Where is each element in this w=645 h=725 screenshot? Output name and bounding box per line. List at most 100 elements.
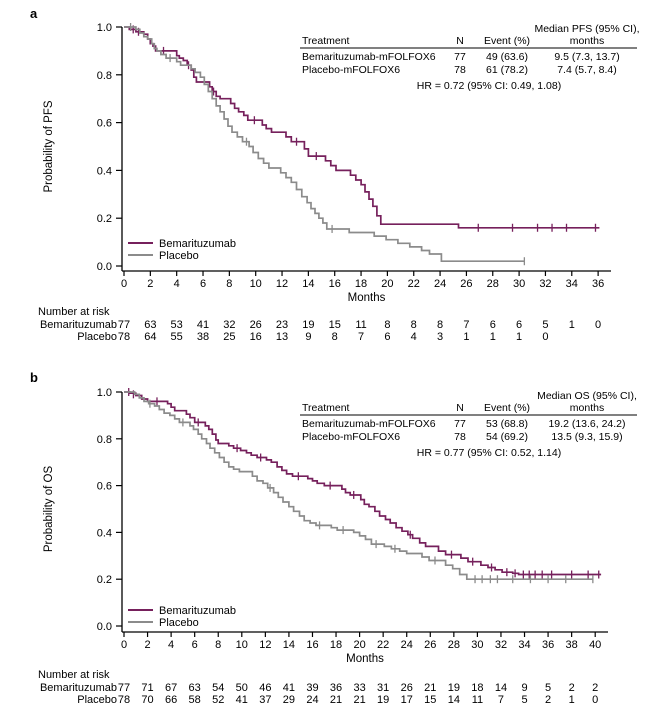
number-at-risk-value: 13 bbox=[276, 331, 288, 343]
number-at-risk-value: 15 bbox=[329, 319, 341, 331]
number-at-risk-value: 0 bbox=[542, 331, 548, 343]
number-at-risk-value: 1 bbox=[463, 331, 469, 343]
legend-label: Bemarituzumab bbox=[159, 605, 236, 617]
x-tick-label: 34 bbox=[566, 278, 578, 290]
table-cell-event: 53 (68.8) bbox=[486, 418, 528, 430]
number-at-risk-value: 29 bbox=[283, 694, 295, 706]
x-tick-label: 8 bbox=[215, 639, 221, 651]
y-tick-label: 1.0 bbox=[97, 22, 112, 34]
y-tick-label: 0.4 bbox=[97, 527, 112, 539]
number-at-risk-value: 5 bbox=[545, 682, 551, 694]
number-at-risk-label: Placebo bbox=[77, 694, 117, 706]
x-tick-label: 4 bbox=[174, 278, 180, 290]
number-at-risk-value: 17 bbox=[401, 694, 413, 706]
x-tick-label: 32 bbox=[539, 278, 551, 290]
table-header-n: N bbox=[456, 35, 464, 47]
number-at-risk-value: 8 bbox=[384, 319, 390, 331]
y-tick-label: 0.8 bbox=[97, 434, 112, 446]
table-header-treatment: Treatment bbox=[302, 35, 350, 47]
table-header-treatment: Treatment bbox=[302, 402, 350, 414]
x-tick-label: 20 bbox=[353, 639, 365, 651]
x-axis-label: Months bbox=[348, 292, 386, 304]
km-curve-placebo bbox=[124, 26, 525, 263]
x-tick-label: 24 bbox=[401, 639, 413, 651]
number-at-risk-value: 52 bbox=[212, 694, 224, 706]
number-at-risk-value: 18 bbox=[471, 682, 483, 694]
table-header-event: Event (%) bbox=[484, 402, 530, 414]
number-at-risk-value: 32 bbox=[223, 319, 235, 331]
x-tick-label: 18 bbox=[355, 278, 367, 290]
number-at-risk-value: 67 bbox=[165, 682, 177, 694]
number-at-risk-value: 53 bbox=[171, 319, 183, 331]
number-at-risk-value: 23 bbox=[276, 319, 288, 331]
number-at-risk-label: Placebo bbox=[77, 331, 117, 343]
x-tick-label: 18 bbox=[330, 639, 342, 651]
number-at-risk-value: 77 bbox=[118, 319, 130, 331]
y-tick-label: 0.2 bbox=[97, 213, 112, 225]
table-cell-treatment: Placebo-mFOLFOX6 bbox=[302, 64, 400, 76]
number-at-risk-value: 63 bbox=[144, 319, 156, 331]
x-tick-label: 32 bbox=[495, 639, 507, 651]
number-at-risk-value: 6 bbox=[490, 319, 496, 331]
x-tick-label: 6 bbox=[200, 278, 206, 290]
number-at-risk-value: 19 bbox=[377, 694, 389, 706]
x-tick-label: 10 bbox=[250, 278, 262, 290]
number-at-risk-value: 21 bbox=[353, 694, 365, 706]
number-at-risk-value: 55 bbox=[171, 331, 183, 343]
number-at-risk-value: 78 bbox=[118, 331, 130, 343]
x-tick-label: 2 bbox=[144, 639, 150, 651]
number-at-risk-value: 37 bbox=[259, 694, 271, 706]
number-at-risk-value: 21 bbox=[330, 694, 342, 706]
number-at-risk-value: 2 bbox=[569, 682, 575, 694]
x-tick-label: 34 bbox=[518, 639, 530, 651]
number-at-risk-value: 26 bbox=[250, 319, 262, 331]
y-tick-label: 1.0 bbox=[97, 387, 112, 399]
number-at-risk-value: 5 bbox=[542, 319, 548, 331]
table-cell-median: 19.2 (13.6, 24.2) bbox=[548, 418, 625, 430]
number-at-risk-value: 6 bbox=[516, 319, 522, 331]
number-at-risk-title: Number at risk bbox=[38, 669, 110, 681]
number-at-risk-value: 7 bbox=[358, 331, 364, 343]
number-at-risk-value: 2 bbox=[545, 694, 551, 706]
number-at-risk-value: 21 bbox=[424, 682, 436, 694]
x-tick-label: 16 bbox=[306, 639, 318, 651]
x-tick-label: 24 bbox=[434, 278, 446, 290]
number-at-risk-value: 33 bbox=[353, 682, 365, 694]
x-tick-label: 36 bbox=[542, 639, 554, 651]
x-tick-label: 22 bbox=[377, 639, 389, 651]
table-header-median-2: months bbox=[570, 402, 604, 414]
table-header-median-2: months bbox=[570, 35, 604, 47]
x-tick-label: 26 bbox=[460, 278, 472, 290]
number-at-risk-value: 78 bbox=[118, 694, 130, 706]
number-at-risk-value: 8 bbox=[411, 319, 417, 331]
number-at-risk-value: 54 bbox=[212, 682, 224, 694]
hr-annotation: HR = 0.72 (95% CI: 0.49, 1.08) bbox=[417, 80, 561, 92]
x-tick-label: 6 bbox=[192, 639, 198, 651]
number-at-risk-value: 41 bbox=[236, 694, 248, 706]
x-tick-label: 26 bbox=[424, 639, 436, 651]
table-cell-n: 78 bbox=[454, 431, 466, 443]
table-cell-treatment: Bemarituzumab-mFOLFOX6 bbox=[302, 51, 436, 63]
number-at-risk-value: 7 bbox=[498, 694, 504, 706]
y-axis-label: Probability of PFS bbox=[43, 100, 55, 192]
number-at-risk-value: 1 bbox=[516, 331, 522, 343]
number-at-risk-value: 39 bbox=[306, 682, 318, 694]
table-cell-n: 77 bbox=[454, 51, 466, 63]
x-tick-label: 22 bbox=[408, 278, 420, 290]
number-at-risk-value: 15 bbox=[424, 694, 436, 706]
x-tick-label: 36 bbox=[592, 278, 604, 290]
x-tick-label: 2 bbox=[147, 278, 153, 290]
number-at-risk-value: 26 bbox=[401, 682, 413, 694]
legend-label: Placebo bbox=[159, 250, 199, 262]
number-at-risk-value: 14 bbox=[495, 682, 507, 694]
table-header-median-1: Median PFS (95% CI), bbox=[534, 23, 639, 35]
number-at-risk-value: 41 bbox=[283, 682, 295, 694]
hr-annotation: HR = 0.77 (95% CI: 0.52, 1.14) bbox=[417, 447, 561, 459]
number-at-risk-value: 50 bbox=[236, 682, 248, 694]
number-at-risk-value: 8 bbox=[332, 331, 338, 343]
panel-label: b bbox=[30, 370, 38, 385]
x-tick-label: 12 bbox=[276, 278, 288, 290]
x-tick-label: 14 bbox=[302, 278, 314, 290]
number-at-risk-value: 36 bbox=[330, 682, 342, 694]
